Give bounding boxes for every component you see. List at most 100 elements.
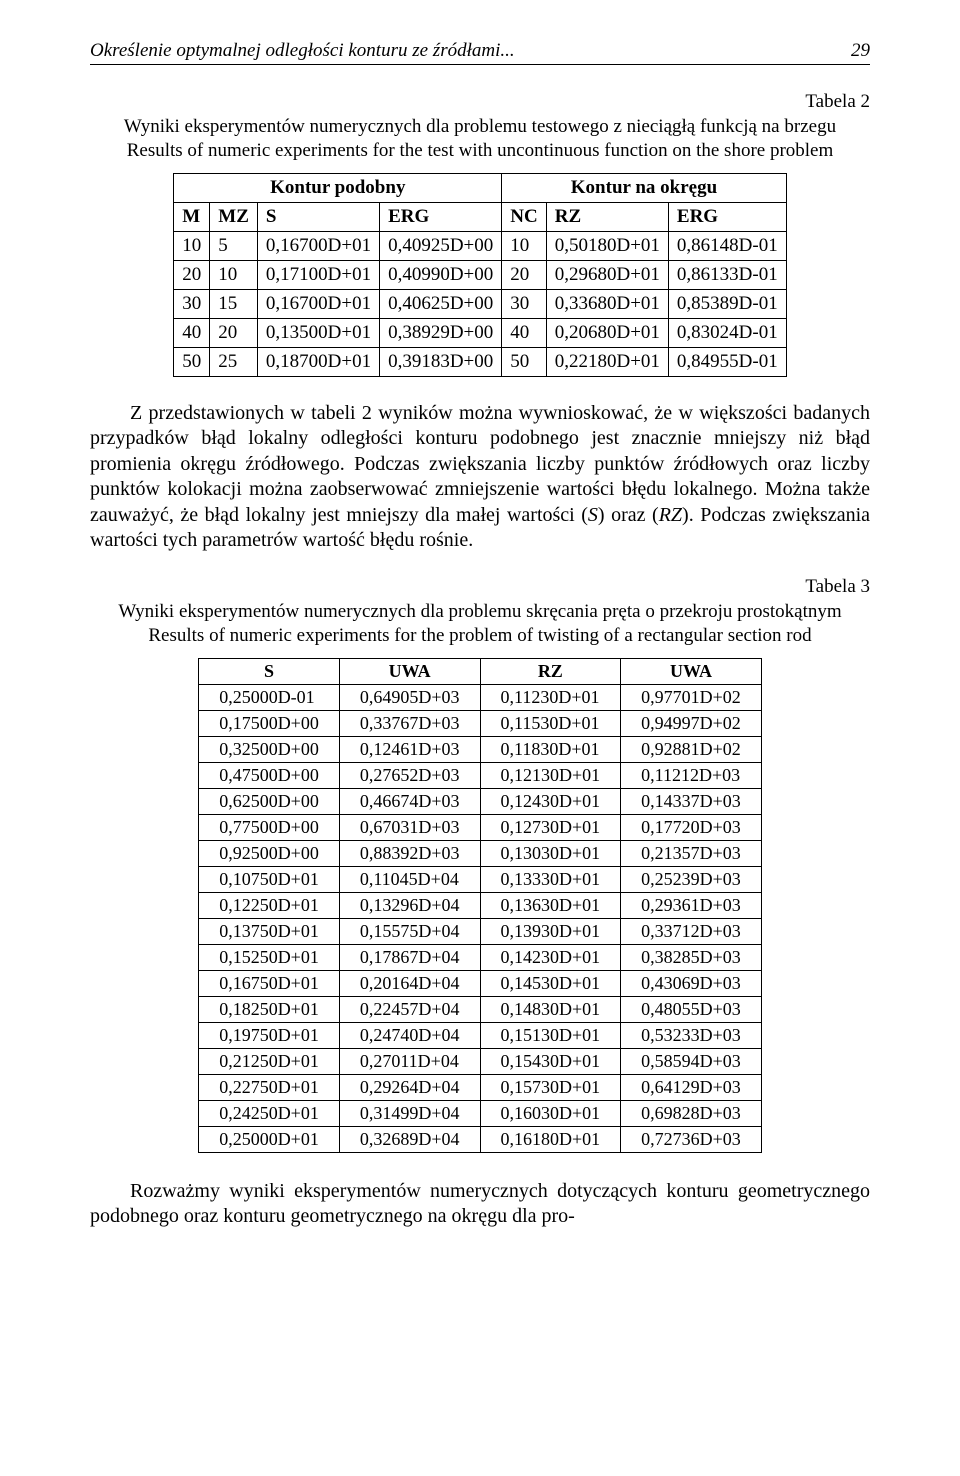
table-row: 0,62500D+000,46674D+030,12430D+010,14337… [199, 788, 762, 814]
table-cell: 0,43069D+03 [621, 970, 762, 996]
table3-caption-en: Results of numeric experiments for the p… [148, 625, 811, 646]
table2-caption-pl: Wyniki eksperymentów numerycznych dla pr… [124, 116, 836, 137]
table-cell: 0,58594D+03 [621, 1048, 762, 1074]
table2-caption-en: Results of numeric experiments for the t… [127, 140, 834, 161]
table2-caption: Wyniki eksperymentów numerycznych dla pr… [90, 115, 870, 163]
table-cell: 40 [174, 318, 210, 347]
table-cell: 5 [210, 231, 258, 260]
table-row: 0,25000D+010,32689D+040,16180D+010,72736… [199, 1126, 762, 1152]
table-cell: 10 [174, 231, 210, 260]
table-cell: 0,11230D+01 [480, 684, 621, 710]
table2-col-rz: RZ [546, 202, 668, 231]
table-cell: 0,40625D+00 [380, 289, 502, 318]
table-cell: 0,14337D+03 [621, 788, 762, 814]
table2-group-right: Kontur na okręgu [502, 173, 786, 202]
table-cell: 0,46674D+03 [339, 788, 480, 814]
table-cell: 0,32500D+00 [199, 736, 340, 762]
table-cell: 0,14830D+01 [480, 996, 621, 1022]
table-cell: 20 [502, 260, 546, 289]
paragraph-2: Rozważmy wyniki eksperymentów numeryczny… [90, 1179, 870, 1230]
table-cell: 0,88392D+03 [339, 840, 480, 866]
table-cell: 0,12730D+01 [480, 814, 621, 840]
table2-col-erg2: ERG [668, 202, 786, 231]
table-cell: 0,13330D+01 [480, 866, 621, 892]
table-cell: 0,40990D+00 [380, 260, 502, 289]
table-cell: 0,25000D+01 [199, 1126, 340, 1152]
table3-caption-pl: Wyniki eksperymentów numerycznych dla pr… [118, 601, 841, 622]
table-cell: 0,15730D+01 [480, 1074, 621, 1100]
table-cell: 0,31499D+04 [339, 1100, 480, 1126]
table-cell: 20 [210, 318, 258, 347]
table-cell: 0,13296D+04 [339, 892, 480, 918]
table-cell: 0,21357D+03 [621, 840, 762, 866]
table-cell: 0,13750D+01 [199, 918, 340, 944]
table-cell: 0,50180D+01 [546, 231, 668, 260]
table2-col-m: M [174, 202, 210, 231]
table-cell: 0,62500D+00 [199, 788, 340, 814]
table-cell: 0,25000D-01 [199, 684, 340, 710]
table-cell: 0,86133D-01 [668, 260, 786, 289]
table-cell: 0,15575D+04 [339, 918, 480, 944]
table-cell: 0,12430D+01 [480, 788, 621, 814]
table-cell: 0,69828D+03 [621, 1100, 762, 1126]
table-cell: 0,19750D+01 [199, 1022, 340, 1048]
table-cell: 0,29264D+04 [339, 1074, 480, 1100]
table-cell: 0,12461D+03 [339, 736, 480, 762]
table-cell: 0,72736D+03 [621, 1126, 762, 1152]
table-row: 40200,13500D+010,38929D+00400,20680D+010… [174, 318, 786, 347]
table-cell: 0,97701D+02 [621, 684, 762, 710]
table-cell: 0,94997D+02 [621, 710, 762, 736]
table-row: 0,92500D+000,88392D+030,13030D+010,21357… [199, 840, 762, 866]
table-cell: 0,16030D+01 [480, 1100, 621, 1126]
table-cell: 0,15130D+01 [480, 1022, 621, 1048]
table-cell: 0,25239D+03 [621, 866, 762, 892]
table-cell: 0,85389D-01 [668, 289, 786, 318]
table-cell: 0,67031D+03 [339, 814, 480, 840]
table-cell: 0,29680D+01 [546, 260, 668, 289]
table-cell: 20 [174, 260, 210, 289]
table-cell: 0,17867D+04 [339, 944, 480, 970]
table3: S UWA RZ UWA 0,25000D-010,64905D+030,112… [198, 658, 762, 1153]
table2: Kontur podobny Kontur na okręgu M MZ S E… [173, 173, 786, 377]
table-cell: 0,17720D+03 [621, 814, 762, 840]
table-cell: 0,64905D+03 [339, 684, 480, 710]
table-row: 0,19750D+010,24740D+040,15130D+010,53233… [199, 1022, 762, 1048]
table-cell: 0,14530D+01 [480, 970, 621, 996]
table-cell: 0,11830D+01 [480, 736, 621, 762]
table-cell: 0,92881D+02 [621, 736, 762, 762]
table-row: 0,17500D+000,33767D+030,11530D+010,94997… [199, 710, 762, 736]
table-cell: 0,12130D+01 [480, 762, 621, 788]
table2-label: Tabela 2 [90, 91, 870, 113]
table-row: 0,15250D+010,17867D+040,14230D+010,38285… [199, 944, 762, 970]
table-cell: 0,77500D+00 [199, 814, 340, 840]
table-row: 0,47500D+000,27652D+030,12130D+010,11212… [199, 762, 762, 788]
table-cell: 0,14230D+01 [480, 944, 621, 970]
table-cell: 50 [502, 347, 546, 376]
table-cell: 0,18250D+01 [199, 996, 340, 1022]
table-cell: 0,15250D+01 [199, 944, 340, 970]
table-cell: 0,22457D+04 [339, 996, 480, 1022]
table-row: 50250,18700D+010,39183D+00500,22180D+010… [174, 347, 786, 376]
table-cell: 0,18700D+01 [257, 347, 379, 376]
table-cell: 0,24250D+01 [199, 1100, 340, 1126]
table-row: 0,18250D+010,22457D+040,14830D+010,48055… [199, 996, 762, 1022]
table2-group-left: Kontur podobny [174, 173, 502, 202]
table-cell: 0,33712D+03 [621, 918, 762, 944]
table-row: 0,25000D-010,64905D+030,11230D+010,97701… [199, 684, 762, 710]
table-cell: 30 [174, 289, 210, 318]
table-cell: 50 [174, 347, 210, 376]
running-title: Określenie optymalnej odległości konturu… [90, 40, 515, 62]
table-cell: 0,13500D+01 [257, 318, 379, 347]
table-cell: 0,32689D+04 [339, 1126, 480, 1152]
table-row: 0,32500D+000,12461D+030,11830D+010,92881… [199, 736, 762, 762]
table-cell: 0,86148D-01 [668, 231, 786, 260]
table-cell: 0,12250D+01 [199, 892, 340, 918]
table-cell: 0,16180D+01 [480, 1126, 621, 1152]
table-cell: 0,22180D+01 [546, 347, 668, 376]
table-cell: 0,13930D+01 [480, 918, 621, 944]
table-row: 0,77500D+000,67031D+030,12730D+010,17720… [199, 814, 762, 840]
table-cell: 10 [210, 260, 258, 289]
table-cell: 0,48055D+03 [621, 996, 762, 1022]
table-cell: 15 [210, 289, 258, 318]
table-cell: 30 [502, 289, 546, 318]
